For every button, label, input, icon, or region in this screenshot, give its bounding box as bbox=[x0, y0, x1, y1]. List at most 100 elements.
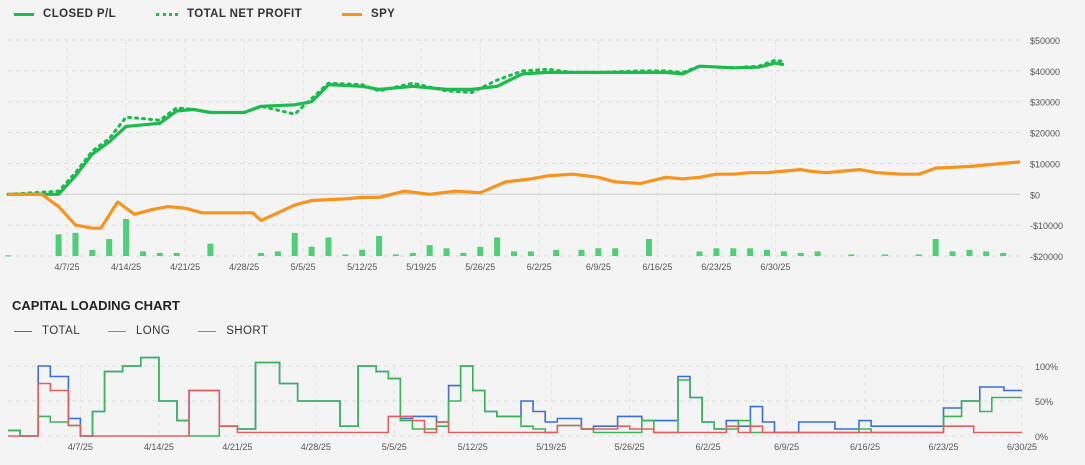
pl-daily-bar bbox=[696, 251, 703, 256]
pl-daily-bar bbox=[612, 248, 619, 256]
cap-y-tick-label: 100% bbox=[1035, 362, 1058, 372]
cap-series-long bbox=[8, 356, 1022, 437]
pl-y-tick-label: $10000 bbox=[1030, 159, 1060, 169]
pl-daily-bar bbox=[932, 239, 939, 256]
legend-total-net-profit-label: TOTAL NET PROFIT bbox=[187, 8, 303, 20]
spy-swatch bbox=[342, 12, 363, 16]
pl-daily-bar bbox=[72, 232, 79, 256]
total-swatch bbox=[14, 330, 32, 332]
pl-daily-bar bbox=[730, 248, 737, 256]
legend-short[interactable]: SHORT bbox=[198, 325, 268, 337]
pl-daily-bar bbox=[780, 251, 787, 256]
pl-daily-bar bbox=[156, 252, 163, 256]
pl-daily-bar bbox=[966, 249, 973, 256]
pl-daily-bar bbox=[1000, 252, 1007, 256]
pl-daily-bar bbox=[325, 237, 332, 256]
pl-series-spy bbox=[8, 160, 1021, 230]
capital-legend: TOTAL LONG SHORT bbox=[14, 325, 296, 337]
cap-x-tick-label: 5/19/25 bbox=[536, 442, 566, 452]
cap-x-tick-label: 5/26/25 bbox=[615, 442, 645, 452]
legend-closed-pl-label: CLOSED P/L bbox=[43, 8, 117, 20]
pl-daily-bar bbox=[511, 251, 517, 256]
pl-daily-bar bbox=[5, 255, 11, 257]
pl-x-tick-label: 4/28/25 bbox=[229, 262, 259, 272]
cap-series-total bbox=[8, 356, 1022, 437]
pl-y-tick-label: $30000 bbox=[1030, 98, 1060, 108]
legend-spy[interactable]: SPY bbox=[342, 8, 395, 20]
pl-daily-bar bbox=[713, 248, 720, 256]
total-net-profit-swatch bbox=[156, 12, 179, 16]
pl-daily-bar bbox=[139, 251, 146, 256]
pl-daily-bar bbox=[764, 249, 770, 256]
pl-legend: CLOSED P/L TOTAL NET PROFIT SPY bbox=[14, 8, 435, 20]
pl-daily-bar bbox=[173, 252, 180, 256]
pl-daily-bar bbox=[460, 252, 467, 256]
cap-x-tick-label: 6/2/25 bbox=[696, 442, 721, 452]
pl-daily-bar bbox=[274, 251, 281, 256]
cap-x-tick-label: 6/30/25 bbox=[1007, 442, 1037, 452]
cap-x-tick-label: 4/7/25 bbox=[68, 442, 93, 452]
legend-long[interactable]: LONG bbox=[108, 325, 170, 337]
pl-chart: $50000 $40000 $30000 $20000 $10000 $0 -$10000 -… bbox=[5, 36, 1063, 272]
cap-series-short bbox=[8, 382, 1022, 437]
cap-x-tick-label: 4/21/25 bbox=[222, 442, 252, 452]
pl-daily-bar bbox=[814, 251, 821, 256]
long-swatch bbox=[108, 330, 126, 332]
cap-y-tick-label: 0% bbox=[1035, 432, 1048, 442]
pl-daily-bar bbox=[359, 249, 366, 256]
pl-daily-bar bbox=[595, 248, 602, 256]
legend-spy-label: SPY bbox=[371, 8, 396, 20]
pl-daily-bar bbox=[797, 252, 804, 256]
pl-x-tick-label: 4/14/25 bbox=[111, 262, 141, 272]
pl-daily-bar bbox=[527, 251, 534, 256]
pl-daily-bar bbox=[123, 218, 130, 256]
pl-daily-bar bbox=[409, 252, 416, 256]
pl-x-tick-label: 4/21/25 bbox=[170, 262, 200, 272]
pl-daily-bar bbox=[443, 248, 450, 256]
pl-daily-bar bbox=[106, 239, 113, 256]
pl-daily-bar bbox=[291, 232, 298, 256]
pl-daily-bar bbox=[882, 254, 889, 256]
cap-x-tick-label: 5/12/25 bbox=[458, 442, 488, 452]
pl-x-tick-label: 6/30/25 bbox=[760, 262, 790, 272]
pl-daily-bar bbox=[426, 245, 433, 256]
legend-total-net-profit[interactable]: TOTAL NET PROFIT bbox=[156, 8, 302, 20]
pl-y-tick-label: -$10000 bbox=[1030, 221, 1063, 231]
legend-closed-pl[interactable]: CLOSED P/L bbox=[14, 8, 116, 20]
pl-daily-bar bbox=[477, 246, 484, 256]
pl-daily-bar bbox=[915, 254, 922, 256]
pl-daily-bar bbox=[258, 252, 264, 256]
pl-daily-bar bbox=[645, 239, 652, 256]
pl-y-tick-label: $20000 bbox=[1030, 129, 1060, 139]
cap-y-tick-label: 50% bbox=[1035, 397, 1053, 407]
pl-daily-bar bbox=[89, 249, 96, 256]
pl-daily-bar bbox=[949, 251, 956, 256]
pl-x-tick-label: 4/7/25 bbox=[55, 262, 80, 272]
pl-daily-bar bbox=[553, 249, 560, 256]
cap-x-tick-label: 6/9/25 bbox=[774, 442, 799, 452]
cap-x-tick-label: 6/23/25 bbox=[929, 442, 959, 452]
pl-series-closed-p-l bbox=[8, 61, 785, 196]
pl-grid bbox=[8, 39, 1020, 257]
pl-y-tick-label: $40000 bbox=[1030, 67, 1060, 77]
pl-daily-bar bbox=[376, 235, 383, 256]
pl-daily-bar bbox=[494, 237, 501, 256]
pl-x-tick-label: 5/26/25 bbox=[465, 262, 495, 272]
legend-total-label: TOTAL bbox=[42, 325, 80, 337]
cap-x-tick-label: 4/14/25 bbox=[144, 442, 174, 452]
pl-x-tick-label: 6/16/25 bbox=[642, 262, 672, 272]
pl-x-tick-label: 5/19/25 bbox=[406, 262, 436, 272]
cap-x-tick-label: 5/5/25 bbox=[382, 442, 407, 452]
legend-short-label: SHORT bbox=[226, 325, 269, 337]
capital-loading-title: CAPITAL LOADING CHART bbox=[12, 298, 180, 313]
pl-y-tick-label: $0 bbox=[1030, 190, 1040, 200]
cap-x-tick-label: 6/16/25 bbox=[850, 442, 880, 452]
pl-daily-bar bbox=[848, 254, 855, 256]
legend-total[interactable]: TOTAL bbox=[14, 325, 80, 337]
pl-x-tick-label: 6/9/25 bbox=[586, 262, 611, 272]
pl-daily-bar bbox=[983, 251, 990, 256]
pl-daily-bar bbox=[578, 249, 585, 256]
pl-daily-bar bbox=[55, 234, 62, 256]
pl-x-tick-label: 5/5/25 bbox=[291, 262, 316, 272]
